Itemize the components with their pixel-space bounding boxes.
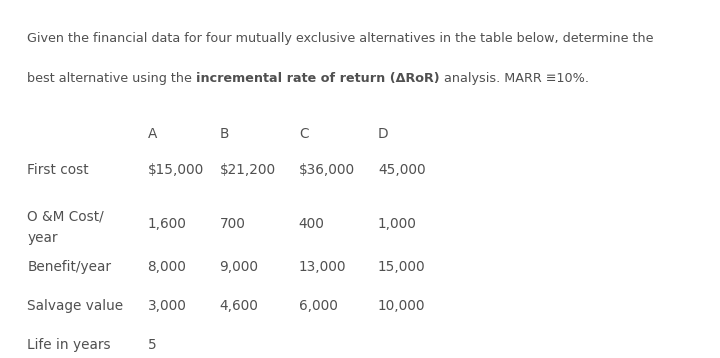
Text: 5: 5 — [148, 338, 156, 352]
Text: 9,000: 9,000 — [220, 260, 258, 274]
Text: Benefit/year: Benefit/year — [27, 260, 112, 274]
Text: First cost: First cost — [27, 163, 89, 177]
Text: O &M Cost/: O &M Cost/ — [27, 209, 104, 223]
Text: 10,000: 10,000 — [378, 299, 426, 313]
Text: 15,000: 15,000 — [378, 260, 426, 274]
Text: B: B — [220, 127, 229, 141]
Text: 8,000: 8,000 — [148, 260, 186, 274]
Text: 3,000: 3,000 — [148, 299, 186, 313]
Text: analysis. MARR ≡10%.: analysis. MARR ≡10%. — [440, 72, 589, 84]
Text: $36,000: $36,000 — [299, 163, 355, 177]
Text: $21,200: $21,200 — [220, 163, 276, 177]
Text: Life in years: Life in years — [27, 338, 111, 352]
Text: 1,600: 1,600 — [148, 217, 186, 231]
Text: best alternative using the: best alternative using the — [27, 72, 197, 84]
Text: 45,000: 45,000 — [378, 163, 426, 177]
Text: $15,000: $15,000 — [148, 163, 204, 177]
Text: C: C — [299, 127, 308, 141]
Text: 700: 700 — [220, 217, 246, 231]
Text: Salvage value: Salvage value — [27, 299, 124, 313]
Text: 6,000: 6,000 — [299, 299, 338, 313]
Text: 400: 400 — [299, 217, 325, 231]
Text: 13,000: 13,000 — [299, 260, 346, 274]
Text: year: year — [27, 231, 58, 245]
Text: 1,000: 1,000 — [378, 217, 417, 231]
Text: A: A — [148, 127, 157, 141]
Text: Given the financial data for four mutually exclusive alternatives in the table b: Given the financial data for four mutual… — [27, 32, 654, 45]
Text: 4,600: 4,600 — [220, 299, 258, 313]
Text: incremental rate of return (ΔRoR): incremental rate of return (ΔRoR) — [197, 72, 440, 84]
Text: D: D — [378, 127, 389, 141]
